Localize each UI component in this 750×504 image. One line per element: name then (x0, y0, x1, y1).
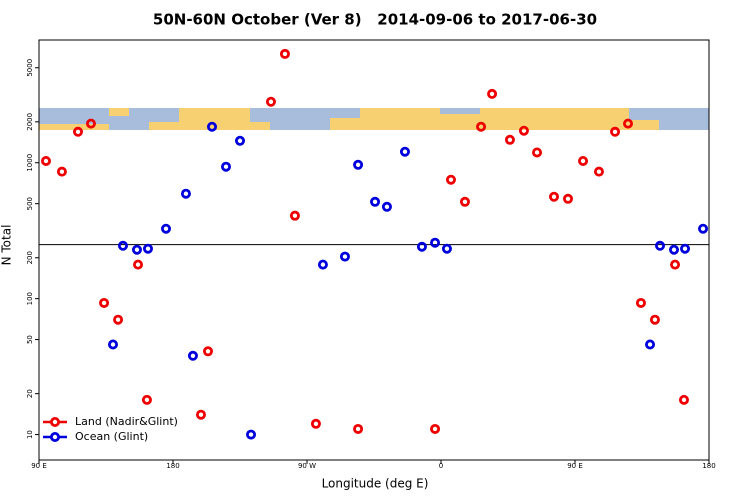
x-tick-label: 90 E (567, 462, 583, 470)
point (610, 126, 621, 137)
point (85, 118, 96, 129)
point (310, 418, 321, 429)
y-axis-label: N Total (0, 225, 14, 266)
y-tick-label: 5000 (26, 59, 34, 77)
map-band (39, 108, 709, 130)
y-tick-label: 200 (26, 251, 34, 264)
point (221, 161, 232, 172)
point (131, 244, 142, 255)
point (416, 241, 427, 252)
point (317, 259, 328, 270)
point (370, 196, 381, 207)
y-tick-label: 50 (26, 335, 34, 344)
point (655, 240, 666, 251)
point (441, 243, 452, 254)
y-tick-label: 10 (26, 430, 34, 439)
point (459, 196, 470, 207)
point (289, 210, 300, 221)
point (141, 394, 152, 405)
y-tick-label: 2000 (26, 113, 34, 131)
point (563, 193, 574, 204)
point (202, 346, 213, 357)
legend-label: Ocean (Glint) (75, 430, 148, 443)
chart-title: 50N-60N October (Ver 8) 2014-09-06 to 20… (153, 11, 597, 29)
point (623, 118, 634, 129)
point (195, 409, 206, 420)
point (133, 259, 144, 270)
point (246, 429, 257, 440)
x-tick-label: 180 (702, 462, 715, 470)
point (107, 339, 118, 350)
y-tick-label: 500 (26, 197, 34, 210)
point (180, 188, 191, 199)
point (399, 146, 410, 157)
point (187, 350, 198, 361)
legend-marker (50, 416, 61, 427)
legend-marker (50, 431, 61, 442)
x-tick-label: 90 W (298, 462, 316, 470)
point (678, 394, 689, 405)
point (487, 88, 498, 99)
point (56, 166, 67, 177)
legend-label: Land (Nadir&Glint) (75, 415, 178, 428)
point (549, 191, 560, 202)
point (578, 155, 589, 166)
x-tick-label: 180 (166, 462, 179, 470)
map-band-ocean (39, 108, 709, 130)
x-axis-label: Longitude (deg E) (322, 477, 429, 491)
point (113, 314, 124, 325)
point (73, 126, 84, 137)
point (117, 240, 128, 251)
point (234, 135, 245, 146)
point (353, 423, 364, 434)
point (279, 48, 290, 59)
point (669, 244, 680, 255)
x-tick-label: 0 (439, 462, 443, 470)
point (99, 297, 110, 308)
point (635, 297, 646, 308)
point (593, 166, 604, 177)
point (339, 251, 350, 262)
point (265, 96, 276, 107)
point (381, 201, 392, 212)
point (518, 125, 529, 136)
point (532, 147, 543, 158)
point (504, 134, 515, 145)
y-tick-label: 1000 (26, 154, 34, 172)
point (161, 223, 172, 234)
point (430, 423, 441, 434)
point (649, 314, 660, 325)
point (698, 223, 709, 234)
point (430, 237, 441, 248)
point (645, 339, 656, 350)
plot-frame (38, 39, 710, 461)
point (353, 159, 364, 170)
point (445, 174, 456, 185)
y-tick-label: 100 (26, 292, 34, 305)
point (680, 243, 691, 254)
x-tick-label: 90 E (31, 462, 47, 470)
y-tick-label: 20 (26, 389, 34, 398)
point (670, 259, 681, 270)
point (207, 121, 218, 132)
point (40, 155, 51, 166)
point (142, 243, 153, 254)
point (476, 121, 487, 132)
